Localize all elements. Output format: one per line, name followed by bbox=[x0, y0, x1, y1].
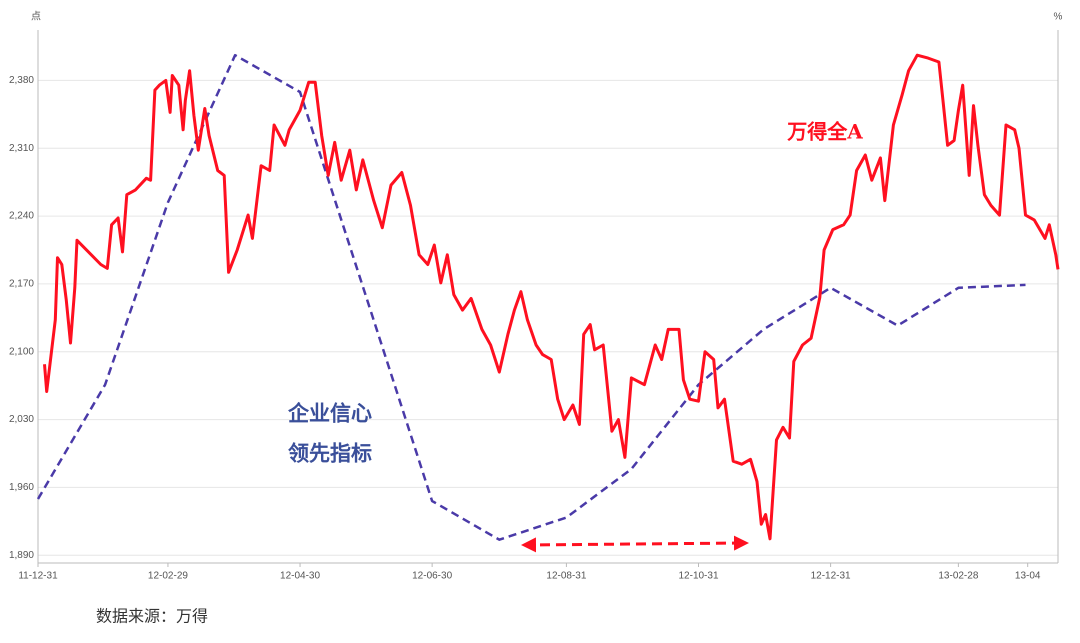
y-tick-label: 2,100 bbox=[9, 346, 34, 357]
x-tick-label: 12-02-29 bbox=[148, 571, 188, 582]
x-tick-label: 12-12-31 bbox=[811, 571, 851, 582]
x-tick-label: 12-06-30 bbox=[412, 571, 452, 582]
x-tick-label: 13-04 bbox=[1015, 571, 1041, 582]
x-tick-label: 13-02-28 bbox=[938, 571, 978, 582]
x-tick-label: 12-10-31 bbox=[678, 571, 718, 582]
x-tick-label: 11-12-31 bbox=[18, 571, 58, 582]
y-tick-label: 2,030 bbox=[9, 414, 34, 425]
blue-series-label: 领先指标 bbox=[288, 441, 372, 466]
y2-unit: % bbox=[1054, 12, 1063, 23]
series-line bbox=[36, 53, 1026, 541]
x-tick-label: 12-08-31 bbox=[546, 571, 586, 582]
series-line bbox=[43, 53, 1060, 541]
blue-series-label: 企业信心 bbox=[287, 401, 372, 426]
y-tick-label: 1,890 bbox=[9, 550, 34, 561]
y-tick-label: 2,170 bbox=[9, 279, 34, 290]
y-tick-label: 2,310 bbox=[9, 143, 34, 154]
y-tick-label: 2,380 bbox=[9, 75, 34, 86]
y-unit: 点 bbox=[31, 11, 41, 23]
y-tick-label: 2,240 bbox=[9, 211, 34, 222]
y-tick-label: 1,960 bbox=[9, 482, 34, 493]
source-note: 数据来源：万得 bbox=[96, 607, 208, 626]
x-tick-label: 12-04-30 bbox=[280, 571, 320, 582]
range-arrow bbox=[521, 535, 749, 553]
red-series-label: 万得全A bbox=[786, 120, 863, 144]
